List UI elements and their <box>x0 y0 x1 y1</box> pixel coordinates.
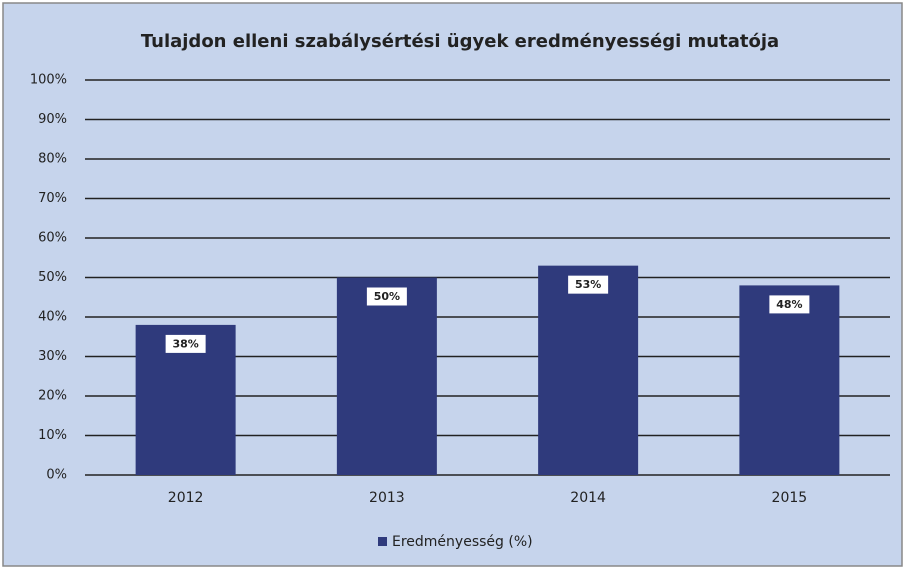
y-tick-label: 10% <box>38 428 67 443</box>
bar <box>538 265 639 475</box>
y-tick-label: 50% <box>38 270 67 285</box>
legend-swatch <box>378 537 387 546</box>
x-tick-label: 2013 <box>369 490 405 506</box>
x-tick-label: 2015 <box>772 490 808 506</box>
bar <box>336 277 437 475</box>
data-label: 50% <box>374 290 400 303</box>
y-tick-label: 20% <box>38 389 67 404</box>
data-label: 53% <box>575 278 601 291</box>
y-tick-label: 80% <box>38 152 67 167</box>
x-tick-label: 2014 <box>570 490 606 506</box>
bar <box>739 285 840 475</box>
data-label-box <box>769 295 810 314</box>
y-tick-label: 100% <box>30 73 67 88</box>
y-tick-label: 40% <box>38 310 67 325</box>
x-tick-label: 2012 <box>168 490 204 506</box>
data-label-box <box>165 334 206 353</box>
data-label: 38% <box>172 337 198 350</box>
data-label: 48% <box>776 298 802 311</box>
y-tick-label: 90% <box>38 112 67 127</box>
chart-title: Tulajdon elleni szabálysértési ügyek ere… <box>141 31 779 52</box>
data-label-box <box>366 287 407 306</box>
y-tick-label: 70% <box>38 191 67 206</box>
y-tick-label: 60% <box>38 231 67 246</box>
y-tick-label: 0% <box>46 468 67 483</box>
legend-label: Eredményesség (%) <box>392 534 533 550</box>
y-tick-label: 30% <box>38 349 67 364</box>
data-label-box <box>568 275 609 294</box>
